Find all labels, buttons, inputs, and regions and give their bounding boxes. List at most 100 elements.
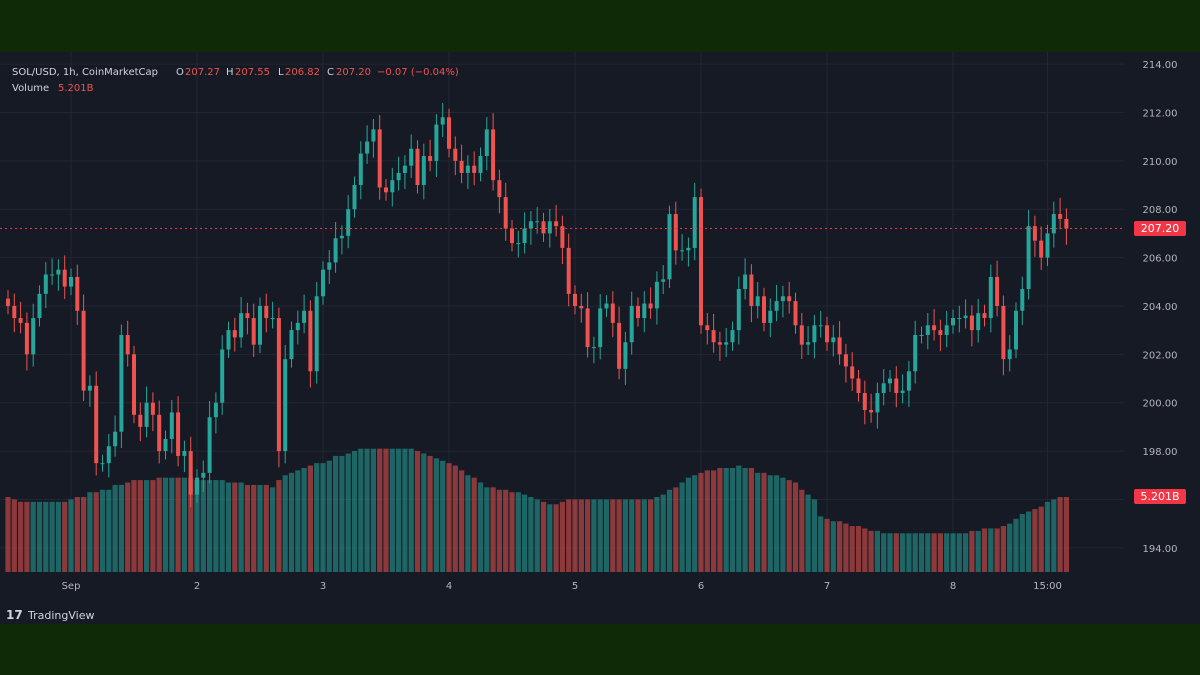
chart-frame: 214.00 212.00 210.00 208.00 206.00 204.00 202.… <box>0 52 1200 624</box>
volume-bar <box>818 516 824 572</box>
price-tick-label: 214.00 <box>1143 60 1178 71</box>
volume-bar <box>981 528 988 572</box>
candle-body <box>673 214 678 251</box>
candle-body <box>522 228 527 244</box>
volume-bar <box>622 499 628 572</box>
volume-bar <box>717 468 723 572</box>
volume-bar <box>1057 497 1063 572</box>
candle-body <box>774 301 779 311</box>
volume-bar <box>704 470 710 572</box>
volume-label: Volume <box>12 83 49 94</box>
candle-body <box>106 446 111 464</box>
volume-bar <box>1019 513 1025 572</box>
candle-body <box>743 274 748 290</box>
candle-body <box>176 412 181 456</box>
volume-bar <box>175 477 181 572</box>
candle-body <box>321 269 325 297</box>
volume-bar <box>975 530 981 572</box>
candle-body <box>440 117 445 125</box>
volume-bar <box>181 477 187 572</box>
volume-bar <box>912 533 918 572</box>
volume-bar <box>540 501 547 572</box>
volume-bar <box>591 499 597 572</box>
volume-bar <box>950 533 956 572</box>
volume-bar <box>988 528 994 572</box>
price-chart[interactable]: 214.00 212.00 210.00 208.00 206.00 204.00 202.… <box>0 52 1200 624</box>
candle-body <box>484 129 489 156</box>
candle-body <box>132 354 136 415</box>
volume-bar <box>509 492 515 572</box>
volume-bar <box>503 489 509 572</box>
candle-body <box>560 226 565 248</box>
volume-bar <box>931 533 937 572</box>
candle-body <box>636 305 640 319</box>
candle-body <box>289 330 294 360</box>
candle-body <box>56 269 61 275</box>
volume-bar <box>490 487 496 572</box>
price-tick-label: 210.00 <box>1143 157 1178 168</box>
price-tick-label: 194.00 <box>1143 544 1178 555</box>
candle-body <box>831 337 836 343</box>
volume-bar <box>824 518 830 572</box>
candle-body <box>963 315 968 319</box>
candle-body <box>837 337 842 355</box>
volume-bar <box>963 533 969 572</box>
candle-body <box>213 402 218 418</box>
candle-body <box>913 334 918 372</box>
svg-text:Volume 5.201B: Volume 5.201B <box>12 83 94 94</box>
volume-bar <box>585 499 591 572</box>
time-tick-label: Sep <box>62 581 81 592</box>
volume-bar <box>616 499 622 572</box>
candle-body <box>547 221 552 234</box>
candle-body <box>787 296 792 302</box>
candle-body <box>264 305 269 319</box>
volume-bar <box>673 487 679 572</box>
volume-bar <box>446 463 452 572</box>
candle-body <box>6 298 10 306</box>
tradingview-logo-icon: 17 <box>6 608 23 622</box>
volume-bar <box>855 526 862 572</box>
candle-body <box>226 330 231 350</box>
time-tick-label: 8 <box>950 581 956 592</box>
candle-body <box>591 347 596 349</box>
candle-body <box>869 409 874 413</box>
candle-body <box>94 385 99 464</box>
price-tick-label: 202.00 <box>1143 350 1178 361</box>
tradingview-branding[interactable]: 17 TradingView <box>6 608 94 622</box>
volume-bar <box>257 484 263 572</box>
time-axis[interactable]: Sep 2 3 4 5 6 7 8 15:00 <box>62 581 1062 592</box>
volume-bar <box>345 453 351 572</box>
volume-bar <box>868 530 874 572</box>
volume-bar <box>232 482 238 572</box>
volume-bar <box>194 480 200 572</box>
candle-body <box>390 180 395 193</box>
volume-bar <box>1000 526 1006 572</box>
volume-bar <box>578 499 584 572</box>
low-label: L <box>278 67 284 78</box>
time-tick-label: 15:00 <box>1033 581 1062 592</box>
candle-body <box>1007 349 1012 360</box>
candle-body <box>806 342 811 345</box>
candle-body <box>459 160 464 173</box>
candle-body <box>780 296 785 302</box>
volume-bar <box>1026 511 1032 572</box>
candle-body <box>661 279 666 282</box>
volume-bars <box>5 448 1069 572</box>
volume-bar <box>18 501 24 572</box>
candle-body <box>295 322 300 331</box>
volume-bar <box>351 451 358 572</box>
volume-bar <box>440 460 446 572</box>
volume-bar <box>36 501 43 572</box>
candle-body <box>169 412 174 439</box>
volume-bar <box>383 448 389 572</box>
volume-bar <box>692 475 698 572</box>
volume-bar <box>918 533 925 572</box>
candle-body <box>365 141 370 154</box>
volume-bar <box>711 470 717 572</box>
price-axis[interactable]: 214.00 212.00 210.00 208.00 206.00 204.00 202.… <box>1124 52 1200 572</box>
volume-bar <box>43 501 49 572</box>
volume-bar <box>81 497 87 572</box>
last-price-tag-bg <box>1134 221 1186 237</box>
volume-bar <box>137 480 143 572</box>
candle-body <box>283 359 288 452</box>
